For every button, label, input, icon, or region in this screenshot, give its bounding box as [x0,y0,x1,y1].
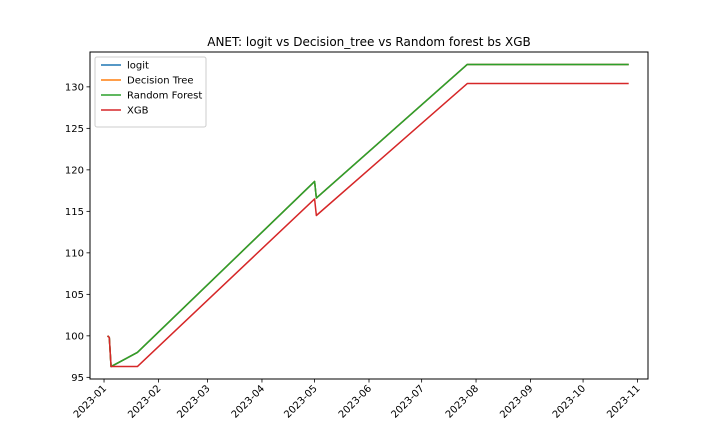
series-line-xgb [107,82,629,368]
y-tick-label: 95 [71,373,84,384]
x-tick-label: 2023-05 [282,383,319,420]
y-tick-label: 105 [65,290,84,301]
x-tick-label: 2023-01 [72,383,109,420]
legend-box [94,56,207,128]
x-tick-label: 2023-08 [444,383,481,420]
x-tick-label: 2023-11 [605,383,642,420]
legend-label: Random Forest [127,91,202,102]
x-tick-label: 2023-09 [498,383,535,420]
x-tick-label: 2023-02 [126,383,163,420]
x-tick-label: 2023-10 [551,383,588,420]
y-tick-label: 120 [65,165,84,176]
x-tick-label: 2023-04 [230,383,267,420]
legend-label: XGB [127,106,149,117]
y-tick-label: 115 [65,207,84,218]
x-tick-label: 2023-03 [175,383,212,420]
series-layer [107,63,629,368]
chart-title: ANET: logit vs Decision_tree vs Random f… [207,35,530,49]
y-tick-label: 110 [65,248,84,259]
legend-label: logit [127,61,149,72]
y-tick-label: 125 [65,124,84,135]
legend: logit Decision Tree Random Forest XGB [94,56,207,128]
x-axis: 2023-01 2023-02 2023-03 2023-04 2023-05 2023-… [72,379,643,421]
legend-label: Decision Tree [127,76,194,87]
y-tick-label: 130 [65,82,84,93]
x-tick-label: 2023-06 [337,383,374,420]
y-axis: 95 100 105 110 115 120 125 130 [65,82,90,384]
x-tick-label: 2023-07 [389,383,426,420]
y-tick-label: 100 [65,331,84,342]
